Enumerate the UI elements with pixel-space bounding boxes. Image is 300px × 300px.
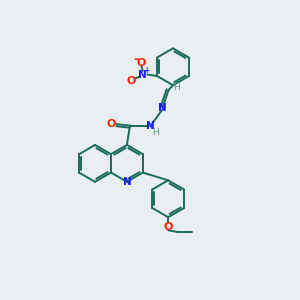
Text: O: O bbox=[127, 76, 136, 86]
Text: +: + bbox=[143, 65, 150, 74]
Text: O: O bbox=[164, 222, 173, 232]
Text: O: O bbox=[136, 58, 146, 68]
Text: O: O bbox=[106, 119, 116, 129]
Text: N: N bbox=[158, 103, 167, 113]
Text: N: N bbox=[138, 70, 147, 80]
Text: H: H bbox=[173, 83, 180, 92]
Text: N: N bbox=[146, 121, 155, 130]
Text: -: - bbox=[134, 53, 139, 66]
Text: H: H bbox=[152, 128, 159, 137]
Text: N: N bbox=[123, 177, 131, 187]
